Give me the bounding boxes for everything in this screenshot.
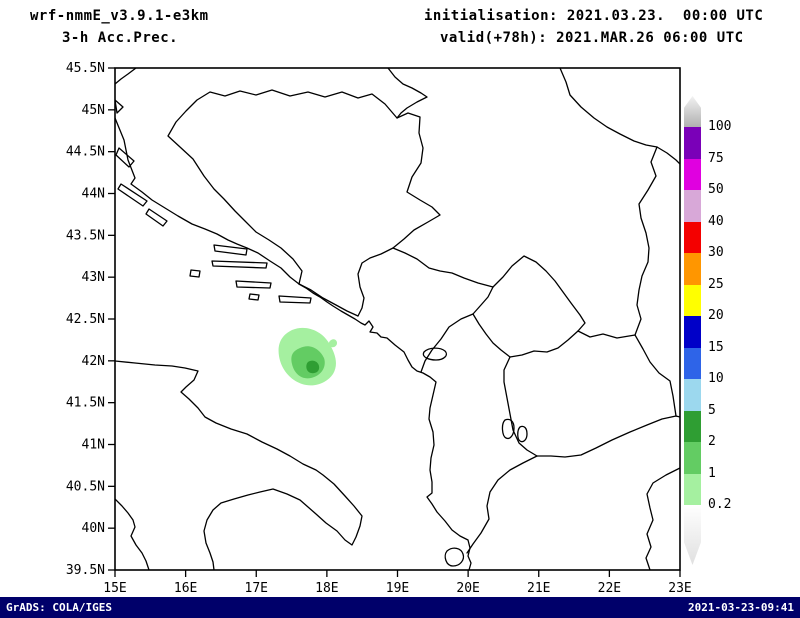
y-tick-label: 45.5N — [66, 61, 105, 76]
border-serbia-bulgaria — [634, 146, 658, 336]
border-kosovo-macedonia — [509, 330, 579, 358]
legend-segment — [684, 347, 701, 379]
legend-label: 1 — [708, 465, 716, 481]
y-tick-label: 39.5N — [66, 563, 105, 578]
colorbar: 100 75 50 40 30 25 20 15 10 5 2 1 0.2 — [684, 96, 794, 565]
legend-label: 15 — [708, 339, 724, 355]
island-lastovo — [248, 293, 260, 301]
legend-segment — [684, 442, 701, 474]
legend-segment — [684, 127, 701, 159]
border-slovenia-corner — [115, 68, 137, 85]
legend-below-min — [684, 505, 701, 565]
y-tick-label: 41N — [82, 438, 105, 453]
y-tick-label: 44.5N — [66, 145, 105, 160]
coastline-italy-adriatic — [115, 360, 363, 570]
border-bosnia — [167, 89, 441, 317]
x-tick-label: 15E — [103, 581, 126, 596]
precip-speck-light — [328, 339, 337, 348]
product-title: 3-h Acc.Prec. — [62, 30, 179, 46]
border-serbia-macedonia — [577, 330, 636, 339]
border-kosovo-albania — [472, 313, 511, 358]
x-tick-label: 23E — [668, 581, 691, 596]
y-tick-label: 44N — [82, 187, 105, 202]
grads-credit: GrADS: COLA/IGES — [6, 601, 112, 614]
y-tick-label: 43N — [82, 270, 105, 285]
y-tick-label: 42N — [82, 354, 105, 369]
legend-segment — [684, 410, 701, 442]
border-macedonia-bulgaria — [634, 334, 677, 417]
legend-label: 100 — [708, 119, 732, 134]
legend-segment — [684, 316, 701, 348]
axis-ticks: 15E 16E 17E 18E 19E 20E 21E 22E 23E 45.5N 45N 44.5N… — [66, 61, 692, 596]
y-tick-label: 42.5N — [66, 312, 105, 327]
border-montenegro-kosovo — [472, 286, 494, 315]
y-tick-label: 40N — [82, 521, 105, 536]
legend-label: 25 — [708, 276, 724, 292]
legend-segment — [684, 253, 701, 285]
y-tick-label: 45N — [82, 103, 105, 118]
legend-label: 10 — [708, 371, 724, 386]
legend-label: 40 — [708, 213, 724, 229]
island-brac — [213, 244, 248, 256]
island-hvar — [211, 260, 268, 269]
coastline-italy-tyrrhenian — [115, 498, 150, 570]
legend-label: 5 — [708, 402, 716, 418]
x-tick-label: 21E — [527, 581, 550, 596]
lake-prespa — [517, 425, 528, 443]
island-dugi-otok — [117, 183, 148, 207]
valid-time: valid(+78h): 2021.MAR.26 06:00 UTC — [440, 30, 744, 46]
coastline-greece-aegean — [645, 467, 680, 570]
y-tick-label: 40.5N — [66, 479, 105, 494]
border-croatia-serbia-danube — [387, 68, 428, 119]
border-montenegro-serbia — [392, 247, 494, 288]
border-montenegro-albania — [420, 313, 474, 373]
border-croatia-dubrovnik-strip — [298, 283, 359, 317]
x-tick-label: 22E — [598, 581, 621, 596]
x-tick-label: 19E — [386, 581, 409, 596]
x-tick-label: 20E — [456, 581, 479, 596]
border-albania-greece — [466, 455, 538, 554]
island-mljet — [278, 295, 312, 304]
map-frame — [114, 67, 681, 571]
y-tick-label: 43.5N — [66, 228, 105, 243]
island-pag — [115, 147, 135, 168]
legend-label: 75 — [708, 150, 724, 166]
x-tick-label: 18E — [315, 581, 338, 596]
legend-segment — [684, 158, 701, 190]
border-serbia-romania — [559, 68, 680, 165]
legend-label: 30 — [708, 245, 724, 260]
island-kornati — [145, 208, 168, 227]
border-kosovo-serbia — [492, 255, 586, 332]
creation-timestamp: 2021-03-23-09:41 — [688, 601, 794, 614]
island-rab — [115, 99, 124, 114]
legend-segment — [684, 379, 701, 411]
lake-ohrid — [501, 418, 515, 440]
model-title: wrf-nmmE_v3.9.1-e3km — [30, 8, 209, 24]
precip-area-dark — [306, 360, 320, 374]
legend-label: 0.2 — [708, 497, 732, 512]
island-vis — [189, 269, 201, 278]
legend-label: 2 — [708, 434, 716, 449]
legend-segment — [684, 473, 701, 505]
legend-label: 50 — [708, 182, 724, 197]
legend-segment — [684, 284, 701, 316]
legend-segment — [684, 221, 701, 253]
border-macedonia-albania — [503, 356, 538, 457]
legend-label: 20 — [708, 308, 724, 323]
legend-above-max — [684, 96, 701, 127]
y-tick-label: 41.5N — [66, 396, 105, 411]
x-tick-label: 16E — [174, 581, 197, 596]
footer-bar: GrADS: COLA/IGES 2021-03-23-09:41 — [0, 597, 800, 618]
init-time: initialisation: 2021.03.23. 00:00 UTC — [424, 8, 764, 24]
legend-segment — [684, 190, 701, 222]
lake-skadar — [422, 347, 448, 361]
x-tick-label: 17E — [245, 581, 268, 596]
island-corfu — [444, 547, 465, 567]
coastline-adriatic-east — [115, 117, 472, 570]
border-macedonia-greece — [536, 415, 677, 458]
map-content — [115, 68, 680, 570]
island-korcula — [235, 280, 272, 289]
